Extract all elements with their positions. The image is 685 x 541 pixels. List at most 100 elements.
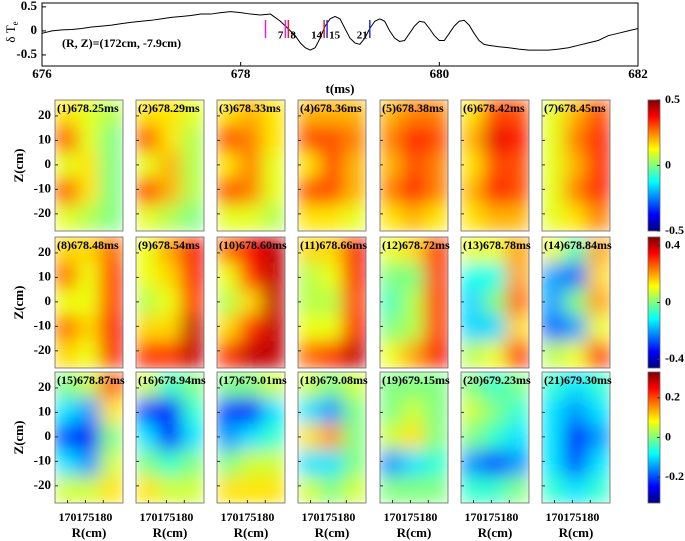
heatmap-cell: [99, 315, 123, 343]
x-tick-label: 175: [238, 510, 256, 524]
panel-frame: [460, 371, 530, 504]
heatmap-cell: [261, 151, 285, 180]
heatmap-cell: [380, 262, 404, 290]
heatmap-cell: [564, 237, 588, 264]
heatmap-cell: [55, 237, 79, 264]
heatmap-cell: [261, 341, 285, 368]
x-tick-label: 682: [628, 66, 648, 81]
panel-title: (3)678.33ms: [219, 101, 281, 115]
x-tick-label: 676: [32, 66, 52, 81]
heatmap-cell: [217, 397, 241, 425]
panel-title: (15)678.87ms: [57, 373, 125, 387]
heatmap-cell: [239, 450, 263, 478]
heatmap-cell: [402, 237, 426, 264]
marker-label: 7: [278, 30, 284, 42]
heatmap-cell: [239, 423, 263, 452]
heatmap-cell: [55, 397, 79, 425]
heatmap-cell: [180, 341, 204, 368]
heatmap-cell: [564, 100, 588, 127]
heatmap-cell: [180, 315, 204, 343]
heatmap-cell: [158, 178, 182, 206]
heatmap-cell: [298, 204, 322, 231]
heatmap-cell: [136, 288, 160, 317]
heatmap-cell: [320, 315, 344, 343]
panel-frame: [135, 236, 205, 369]
heatmap-panel: [136, 100, 204, 231]
panel-frame: [541, 371, 611, 504]
heatmap-panel: [55, 237, 123, 368]
heatmap-cell: [158, 372, 182, 399]
heatmap-cell: [298, 450, 322, 478]
panel-frame: [460, 236, 530, 369]
heatmap-cell: [542, 341, 566, 368]
heatmap-cell: [77, 151, 101, 180]
heatmap-cell: [402, 100, 426, 127]
heatmap-cell: [217, 315, 241, 343]
heatmap-cell: [99, 262, 123, 290]
y-tick-label: 0.5: [21, 0, 38, 13]
heatmap-cell: [505, 315, 529, 343]
y-tick-label: -10: [34, 317, 51, 332]
heatmap-cell: [180, 397, 204, 425]
marker-label: 15: [329, 30, 341, 42]
heatmap-cells: [217, 100, 285, 231]
x-tick-label: 175: [482, 510, 500, 524]
heatmap-cells: [217, 237, 285, 368]
heatmap-cell: [180, 100, 204, 127]
heatmap-cell: [180, 204, 204, 231]
x-tick-label: 170: [302, 510, 320, 524]
heatmap-cell: [586, 125, 610, 153]
heatmap-cell: [239, 341, 263, 368]
heatmap-cell: [461, 178, 485, 206]
heatmap-cell: [461, 476, 485, 503]
panel-title: (10)678.60ms: [219, 238, 287, 252]
y-tick-label: 0: [45, 156, 52, 171]
heatmap-cell: [342, 237, 366, 264]
heatmap-cell: [217, 341, 241, 368]
colorbar-tick-label: 0.4: [665, 237, 680, 251]
heatmap-cell: [505, 423, 529, 452]
heatmap-cell: [77, 315, 101, 343]
x-axis-label: R(cm): [478, 525, 513, 540]
heatmap-cell: [55, 125, 79, 153]
heatmap-cell: [380, 125, 404, 153]
heatmap-cell: [380, 151, 404, 180]
heatmap-cells: [298, 100, 366, 231]
heatmap-cell: [424, 204, 448, 231]
heatmap-cell: [424, 288, 448, 317]
heatmap-cell: [402, 315, 426, 343]
x-tick-label: 180: [581, 510, 599, 524]
heatmap-cell: [586, 450, 610, 478]
heatmap-cell: [320, 237, 344, 264]
panel-frame: [216, 236, 286, 369]
heatmap-cell: [261, 288, 285, 317]
heatmap-cell: [505, 204, 529, 231]
heatmap-cell: [505, 237, 529, 264]
heatmap-cell: [564, 341, 588, 368]
heatmap-cell: [261, 397, 285, 425]
heatmap-panel: [380, 372, 448, 503]
x-tick-label: 678: [231, 66, 251, 81]
heatmap-cell: [298, 315, 322, 343]
heatmap-cell: [298, 423, 322, 452]
heatmap-cell: [461, 262, 485, 290]
heatmap-panel: [542, 100, 610, 231]
panel-frame: [135, 371, 205, 504]
marker-label: 21: [357, 30, 368, 42]
heatmap-cell: [217, 178, 241, 206]
heatmap-cell: [55, 372, 79, 399]
heatmap-cell: [505, 262, 529, 290]
heatmap-cells: [55, 372, 123, 503]
heatmap-cell: [483, 100, 507, 127]
heatmap-cell: [542, 397, 566, 425]
colorbar-tick-label: 0.2: [665, 390, 680, 404]
heatmap-cell: [239, 237, 263, 264]
heatmap-cell: [586, 315, 610, 343]
heatmap-cell: [136, 450, 160, 478]
heatmap-cell: [77, 100, 101, 127]
heatmap-panel: [298, 237, 366, 368]
heatmap-cell: [483, 397, 507, 425]
heatmap-cell: [586, 178, 610, 206]
heatmap-panel: [55, 372, 123, 503]
heatmap-cell: [483, 151, 507, 180]
